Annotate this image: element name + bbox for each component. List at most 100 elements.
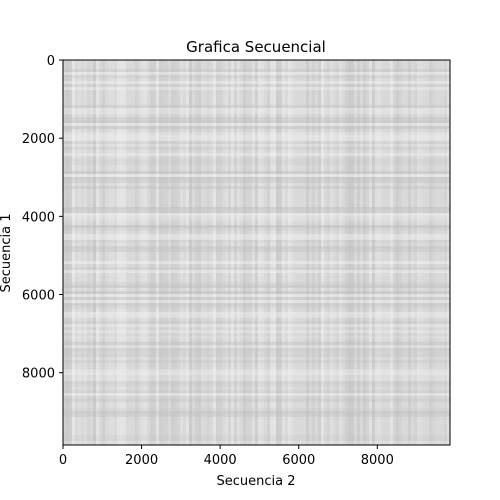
heatmap-column-band <box>171 60 174 445</box>
heatmap-row-band <box>63 213 450 216</box>
heatmap-column-band <box>165 60 168 445</box>
heatmap-column-band <box>174 60 177 445</box>
heatmap-row-band <box>63 414 450 417</box>
heatmap-column-band <box>69 60 72 445</box>
heatmap-row-band <box>63 321 450 324</box>
heatmap-column-band <box>372 60 375 445</box>
heatmap-row-band <box>63 354 450 357</box>
heatmap-column-band <box>108 60 111 445</box>
heatmap-row-band <box>63 120 450 123</box>
heatmap-column-band <box>291 60 294 445</box>
heatmap-column-band <box>84 60 87 445</box>
heatmap-row-band <box>63 144 450 147</box>
heatmap-row-band <box>63 351 450 354</box>
heatmap-column-band <box>375 60 378 445</box>
heatmap-row-band <box>63 177 450 180</box>
heatmap-column-band <box>282 60 285 445</box>
heatmap-row-band <box>63 75 450 78</box>
heatmap-row-band <box>63 336 450 339</box>
heatmap-row-band <box>63 153 450 156</box>
x-tick-label: 0 <box>59 453 67 468</box>
heatmap-row-band <box>63 72 450 75</box>
y-tick-label: 2000 <box>22 132 55 147</box>
heatmap-column-band <box>180 60 183 445</box>
heatmap-column-band <box>396 60 399 445</box>
heatmap-row-band <box>63 372 450 375</box>
heatmap-column-band <box>93 60 96 445</box>
heatmap-row-band <box>63 246 450 249</box>
heatmap-row-band <box>63 408 450 411</box>
heatmap-row-band <box>63 393 450 396</box>
heatmap-row-band <box>63 219 450 222</box>
heatmap-column-band <box>72 60 75 445</box>
heatmap-row-band <box>63 69 450 72</box>
y-axis: 0 2000 4000 6000 8000 <box>22 54 63 382</box>
heatmap-column-band <box>237 60 240 445</box>
heatmap-column-band <box>102 60 105 445</box>
heatmap-column-band <box>270 60 273 445</box>
heatmap-column-band <box>420 60 423 445</box>
heatmap-row-band <box>63 135 450 138</box>
heatmap-column-band <box>120 60 123 445</box>
heatmap-column-band <box>195 60 198 445</box>
heatmap-column-band <box>162 60 165 445</box>
heatmap-row-band <box>63 87 450 90</box>
heatmap-row-band <box>63 240 450 243</box>
heatmap-row-band <box>63 360 450 363</box>
heatmap-column-band <box>339 60 342 445</box>
heatmap-column-band <box>288 60 291 445</box>
heatmap-column-band <box>234 60 237 445</box>
heatmap-row-band <box>63 399 450 402</box>
heatmap-column-band <box>66 60 69 445</box>
heatmap-column-band <box>408 60 411 445</box>
heatmap-column-band <box>249 60 252 445</box>
heatmap-row-band <box>63 228 450 231</box>
heatmap-row-band <box>63 150 450 153</box>
heatmap-row-band <box>63 324 450 327</box>
x-tick-label: 8000 <box>361 453 394 468</box>
heatmap-row-band <box>63 348 450 351</box>
heatmap-column-band <box>447 60 450 445</box>
heatmap-column-band <box>306 60 309 445</box>
heatmap-row-band <box>63 162 450 165</box>
heatmap-row-band <box>63 174 450 177</box>
heatmap-row-band <box>63 285 450 288</box>
heatmap-column-band <box>150 60 153 445</box>
heatmap-column-band <box>213 60 216 445</box>
y-tick-label: 8000 <box>22 367 55 382</box>
heatmap-column-band <box>357 60 360 445</box>
heatmap-row-band <box>63 342 450 345</box>
heatmap-row-band <box>63 186 450 189</box>
y-tick-label: 6000 <box>22 289 55 304</box>
heatmap-column-band <box>279 60 282 445</box>
heatmap-row-band <box>63 171 450 174</box>
heatmap-row-band <box>63 267 450 270</box>
heatmap-row-band <box>63 138 450 141</box>
heatmap-row-band <box>63 384 450 387</box>
heatmap-row-band <box>63 126 450 129</box>
heatmap-column-band <box>153 60 156 445</box>
heatmap-column-band <box>243 60 246 445</box>
heatmap-column-band <box>198 60 201 445</box>
heatmap-row-band <box>63 84 450 87</box>
heatmap-column-band <box>159 60 162 445</box>
heatmap-row-band <box>63 117 450 120</box>
heatmap-column-band <box>186 60 189 445</box>
heatmap-column-band <box>369 60 372 445</box>
heatmap-column-band <box>321 60 324 445</box>
heatmap-column-band <box>252 60 255 445</box>
heatmap-background <box>63 60 450 445</box>
heatmap-image <box>63 60 450 445</box>
heatmap-row-band <box>63 159 450 162</box>
heatmap-row-band <box>63 216 450 219</box>
heatmap-column-band <box>312 60 315 445</box>
heatmap-row-band <box>63 111 450 114</box>
heatmap-column-band <box>255 60 258 445</box>
heatmap-row-band <box>63 435 450 438</box>
heatmap-row-band <box>63 306 450 309</box>
heatmap-column-band <box>141 60 144 445</box>
heatmap-column-band <box>330 60 333 445</box>
y-tick-label: 4000 <box>22 210 55 225</box>
heatmap-column-band <box>231 60 234 445</box>
